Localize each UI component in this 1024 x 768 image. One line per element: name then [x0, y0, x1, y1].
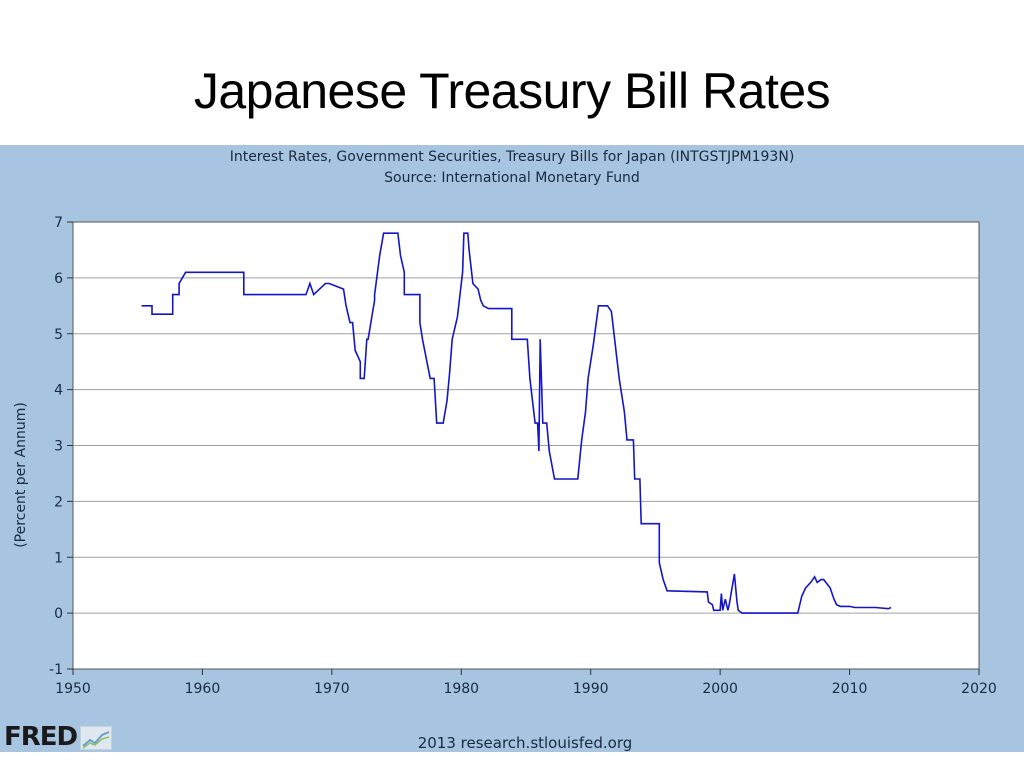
fred-chart-icon: [80, 726, 113, 750]
slide-title: Japanese Treasury Bill Rates: [193, 63, 831, 119]
series-line-0: [141, 232, 892, 614]
footer-credit: 2013 research.stlouisfed.org: [417, 734, 633, 752]
y-tick-label: 1: [54, 550, 63, 566]
x-tick-label: 1970: [314, 681, 350, 697]
x-tick-label: 1980: [443, 681, 479, 697]
x-tick-label: 2010: [832, 681, 868, 697]
y-tick-label: -1: [49, 662, 63, 678]
x-tick-label: 1960: [185, 681, 221, 697]
y-tick-label: 6: [54, 271, 63, 287]
y-tick-label: 4: [54, 383, 63, 399]
fred-logo: FRED: [4, 722, 113, 752]
fred-logo-text: FRED: [4, 722, 78, 752]
y-tick-label: 7: [54, 215, 63, 231]
x-tick-label: 1990: [573, 681, 609, 697]
y-tick-label: 3: [54, 439, 63, 455]
y-tick-label: 5: [54, 327, 63, 343]
x-tick-label: 2000: [702, 681, 738, 697]
y-tick-label: 0: [54, 606, 63, 622]
y-tick-label: 2: [54, 494, 63, 510]
x-tick-label: 2020: [961, 681, 997, 697]
chart-title: Interest Rates, Government Securities, T…: [229, 149, 795, 165]
x-tick-label: 1950: [55, 681, 91, 697]
series-layer: [141, 232, 892, 614]
chart-title-block: Interest Rates, Government Securities, T…: [0, 147, 1024, 189]
y-axis-label: (Percent per Annum): [13, 402, 29, 548]
chart-subtitle: Source: International Monetary Fund: [384, 170, 640, 186]
grid-layer: [73, 277, 979, 614]
axis-layer: -1 0 1 2 3 4 5 6 7 1950 1960 1970 1980 1990 2000 2010 20…: [49, 215, 997, 697]
